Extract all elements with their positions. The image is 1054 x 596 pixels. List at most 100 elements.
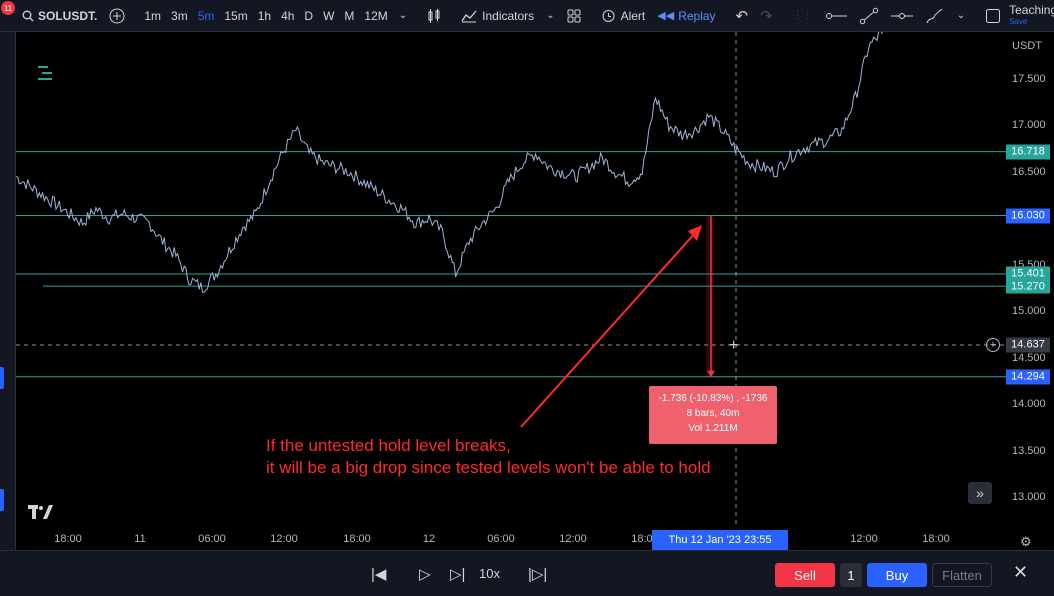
compare-button[interactable] xyxy=(103,0,131,32)
play-icon[interactable]: ▷ xyxy=(419,566,431,583)
price-level-tag: 15.401 xyxy=(1006,266,1050,282)
time-tick-label: 12 xyxy=(422,533,436,545)
flatten-button[interactable]: Flatten xyxy=(932,563,992,587)
price-level-tag: 16.718 xyxy=(1006,144,1050,160)
buy-button[interactable]: Buy xyxy=(867,563,927,587)
measure-arrow xyxy=(707,370,715,377)
price-level-tag: 16.030 xyxy=(1006,208,1050,224)
chevron-down-icon[interactable]: ⌄ xyxy=(956,10,966,21)
settings-gear-icon[interactable]: ⚙ xyxy=(1020,534,1032,549)
search-icon xyxy=(22,10,34,21)
brush-tool[interactable] xyxy=(919,0,951,32)
replay-speed[interactable]: 10x xyxy=(479,566,500,581)
timeframe-4h[interactable]: 4h xyxy=(281,8,295,23)
menu-icon[interactable] xyxy=(38,66,54,82)
replay-controls: |◀ ▷ ▷| 10x |▷| Sell 1 Buy Flatten ✕ xyxy=(0,550,1054,596)
price-tick-label: 14.500 xyxy=(1012,351,1046,364)
timeframe-d[interactable]: D xyxy=(304,8,314,23)
jump-to-realtime-icon[interactable]: |▷| xyxy=(528,566,548,583)
tv-logo-icon xyxy=(28,505,53,519)
candles-icon xyxy=(428,8,440,23)
timeframe-3m[interactable]: 3m xyxy=(171,8,188,23)
price-level-tag: 14.294 xyxy=(1006,369,1050,385)
symbol-search[interactable]: SOLUSDT. xyxy=(0,0,103,32)
alert-label: Alert xyxy=(620,8,646,23)
chart-type-button[interactable] xyxy=(421,0,447,32)
currency-label: USDT xyxy=(1012,40,1042,52)
step-forward-icon[interactable]: ▷| xyxy=(450,566,466,583)
timeframe-m[interactable]: M xyxy=(344,8,355,23)
annotation-arrowhead xyxy=(688,225,702,241)
measure-change: -1.736 (-10.83%) , -1736 xyxy=(658,393,768,404)
price-tick-label: 15.000 xyxy=(1012,305,1046,318)
drag-handle-icon[interactable]: ⋮⋮ xyxy=(792,10,813,21)
price-tick-label: 16.500 xyxy=(1012,165,1046,178)
timeframe-5m[interactable]: 5m xyxy=(197,8,215,23)
layout-name: Teaching xyxy=(1009,2,1054,17)
add-alert-plus-icon[interactable]: + xyxy=(986,338,1000,352)
scroll-to-realtime-button[interactable]: » xyxy=(968,482,992,504)
timeframe-12m[interactable]: 12M xyxy=(364,8,388,23)
top-toolbar: 11 SOLUSDT. 1m 3m 5m 15m 1h 4h D W M 12M ⌄ Indica… xyxy=(0,0,1054,32)
close-icon[interactable]: ✕ xyxy=(1013,562,1029,582)
annotation-line: it will be a big drop since tested level… xyxy=(266,458,711,477)
time-tick-label: 12:00 xyxy=(270,533,298,545)
time-tick-label: 12:00 xyxy=(850,533,878,545)
time-tick-label: 18:00 xyxy=(54,533,82,545)
timeframe-1m[interactable]: 1m xyxy=(144,8,162,23)
alert-button[interactable]: Alert xyxy=(595,0,652,32)
time-tick-label: 06:00 xyxy=(198,533,226,545)
indicators-icon xyxy=(461,10,477,22)
horizontal-line-icon xyxy=(890,12,913,19)
crosshair-cursor-icon: + xyxy=(729,337,738,354)
time-axis[interactable]: 18:00 11 06:00 12:00 18:00 12 06:00 12:00 18:00 1… xyxy=(16,528,1006,550)
replay-button[interactable]: ◀◀ Replay xyxy=(651,0,721,32)
annotation-arrow[interactable] xyxy=(520,231,697,428)
sell-button[interactable]: Sell xyxy=(775,563,835,587)
price-tick-label: 17.500 xyxy=(1012,73,1046,85)
indicators-button[interactable]: Indicators xyxy=(455,0,540,32)
left-marker[interactable] xyxy=(0,489,4,511)
price-series-line xyxy=(16,32,883,293)
layout-menu[interactable]: Teaching Save xyxy=(979,0,1054,32)
horizontal-ray-tool[interactable] xyxy=(819,0,853,32)
undo-button[interactable]: ↶ xyxy=(730,0,755,32)
jump-to-start-icon[interactable]: |◀ xyxy=(371,566,387,583)
annotation-line: If the untested hold level breaks, xyxy=(266,436,511,455)
redo-icon: ↷ xyxy=(760,7,773,25)
price-tick-label: 17.000 xyxy=(1012,119,1046,132)
layouts-button[interactable] xyxy=(561,0,587,32)
chevron-down-icon[interactable]: ⌄ xyxy=(546,10,555,21)
plus-circle-icon xyxy=(109,8,125,23)
crosshair-time-label: Thu 12 Jan '23 23:55 xyxy=(652,530,788,550)
double-chevron-right-icon: » xyxy=(976,485,984,501)
left-toolbar xyxy=(0,32,16,550)
symbol-name: SOLUSDT. xyxy=(38,8,98,23)
horizontal-ray-icon xyxy=(825,12,847,19)
tradingview-logo xyxy=(28,505,54,524)
annotation-text[interactable]: If the untested hold level breaks, it wi… xyxy=(266,435,711,479)
time-tick-label: 18:00 xyxy=(631,533,659,545)
replay-label: Replay xyxy=(678,8,716,23)
price-axis[interactable]: USDT 17.500 17.000 16.500 15.500 15.000 14.50… xyxy=(1006,32,1054,550)
left-marker[interactable] xyxy=(0,367,4,389)
horizontal-line-tool[interactable] xyxy=(885,0,919,32)
timeframe-15m[interactable]: 15m xyxy=(224,8,248,23)
quantity-field[interactable]: 1 xyxy=(840,563,862,587)
time-tick-label: 11 xyxy=(134,533,146,545)
price-chart[interactable]: + xyxy=(16,32,1006,528)
measure-bars: 8 bars, 40m xyxy=(686,408,740,419)
undo-icon: ↶ xyxy=(735,7,749,25)
notification-badge[interactable]: 11 xyxy=(1,1,15,15)
rewind-icon: ◀◀ xyxy=(657,10,675,22)
price-level-tag: 15.270 xyxy=(1006,278,1050,294)
chevron-down-icon[interactable]: ⌄ xyxy=(398,10,408,21)
grid-icon xyxy=(567,9,581,22)
price-tick-label: 13.000 xyxy=(1012,491,1046,503)
indicators-label: Indicators xyxy=(482,8,535,23)
timeframe-1h[interactable]: 1h xyxy=(257,8,272,23)
timeframe-w[interactable]: W xyxy=(323,8,335,23)
redo-button[interactable]: ↷ xyxy=(754,0,779,32)
time-tick-label: 06:00 xyxy=(487,533,515,545)
trend-line-tool[interactable] xyxy=(853,0,885,32)
